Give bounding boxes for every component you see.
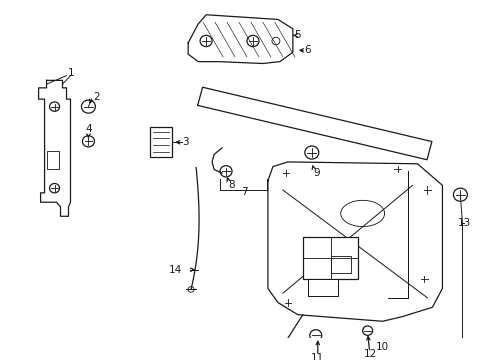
Polygon shape [197,87,431,160]
FancyBboxPatch shape [307,279,337,296]
Text: 5: 5 [294,30,301,40]
Text: 3: 3 [182,137,188,147]
Text: 4: 4 [85,124,92,134]
FancyBboxPatch shape [302,237,357,279]
Text: 12: 12 [363,349,377,359]
Text: 13: 13 [457,218,470,228]
Text: 11: 11 [310,353,324,360]
FancyBboxPatch shape [330,256,350,273]
FancyBboxPatch shape [150,127,172,157]
Text: 8: 8 [228,180,235,190]
Text: 10: 10 [375,342,388,352]
Text: 7: 7 [240,187,247,197]
Text: 2: 2 [93,92,100,102]
Text: 6: 6 [304,45,310,55]
Polygon shape [267,162,442,321]
Text: 14: 14 [168,265,182,275]
Text: 1: 1 [68,68,75,78]
Text: 9: 9 [313,168,320,178]
